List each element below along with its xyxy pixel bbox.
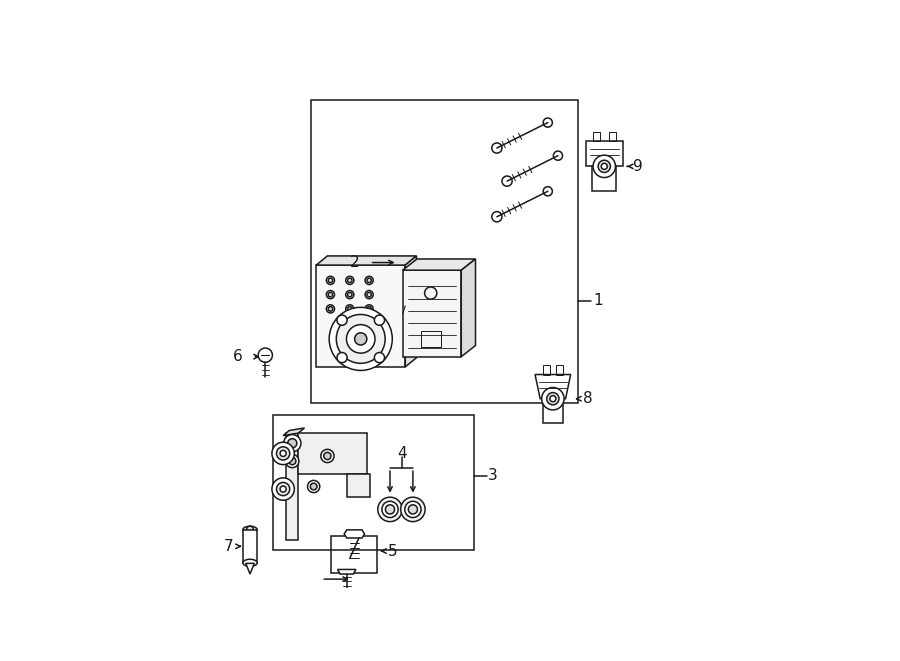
Circle shape bbox=[328, 292, 333, 297]
Circle shape bbox=[550, 396, 556, 402]
Circle shape bbox=[347, 278, 352, 283]
Circle shape bbox=[276, 483, 290, 496]
Circle shape bbox=[285, 454, 299, 468]
Circle shape bbox=[284, 434, 301, 452]
Polygon shape bbox=[592, 167, 617, 191]
Circle shape bbox=[276, 447, 290, 460]
Circle shape bbox=[327, 276, 335, 284]
Polygon shape bbox=[246, 563, 255, 574]
Circle shape bbox=[544, 118, 553, 127]
Text: 7: 7 bbox=[224, 539, 234, 554]
Circle shape bbox=[355, 332, 367, 345]
Circle shape bbox=[367, 278, 372, 283]
Circle shape bbox=[367, 292, 372, 297]
Circle shape bbox=[280, 450, 286, 457]
Text: 9: 9 bbox=[634, 159, 643, 174]
Text: 2: 2 bbox=[350, 255, 359, 270]
Circle shape bbox=[328, 307, 333, 311]
Polygon shape bbox=[316, 256, 417, 265]
Circle shape bbox=[346, 325, 375, 353]
Circle shape bbox=[367, 307, 372, 311]
Circle shape bbox=[346, 276, 354, 284]
Circle shape bbox=[347, 307, 352, 311]
Circle shape bbox=[365, 276, 374, 284]
Circle shape bbox=[289, 457, 296, 465]
Polygon shape bbox=[243, 529, 257, 563]
Circle shape bbox=[554, 151, 562, 160]
Circle shape bbox=[327, 291, 335, 299]
Text: 4: 4 bbox=[397, 446, 407, 461]
Text: 6: 6 bbox=[232, 349, 242, 364]
Polygon shape bbox=[402, 259, 475, 270]
Circle shape bbox=[400, 497, 425, 522]
Circle shape bbox=[374, 352, 384, 363]
Circle shape bbox=[320, 449, 334, 463]
Circle shape bbox=[601, 163, 608, 169]
Ellipse shape bbox=[243, 526, 257, 533]
Circle shape bbox=[288, 439, 297, 447]
Text: 8: 8 bbox=[583, 391, 593, 407]
Circle shape bbox=[598, 160, 610, 173]
Text: 5: 5 bbox=[387, 543, 397, 559]
Bar bbox=[609, 132, 616, 141]
Circle shape bbox=[542, 387, 564, 410]
Polygon shape bbox=[543, 399, 563, 423]
Circle shape bbox=[337, 315, 347, 325]
Circle shape bbox=[310, 483, 317, 490]
Polygon shape bbox=[285, 433, 299, 540]
Circle shape bbox=[346, 305, 354, 313]
Circle shape bbox=[378, 497, 402, 522]
Bar bbox=[331, 536, 377, 573]
Bar bbox=[273, 415, 474, 550]
Circle shape bbox=[308, 481, 320, 492]
Circle shape bbox=[347, 292, 352, 297]
Circle shape bbox=[365, 291, 374, 299]
Circle shape bbox=[337, 315, 385, 364]
Circle shape bbox=[374, 315, 384, 325]
Text: 1: 1 bbox=[594, 293, 603, 308]
Circle shape bbox=[329, 307, 392, 370]
Polygon shape bbox=[586, 141, 623, 167]
Bar bbox=[311, 100, 579, 403]
Circle shape bbox=[272, 478, 294, 500]
Circle shape bbox=[502, 176, 512, 186]
Polygon shape bbox=[338, 570, 356, 574]
Circle shape bbox=[280, 486, 286, 492]
Polygon shape bbox=[316, 265, 405, 367]
Circle shape bbox=[544, 186, 553, 196]
Circle shape bbox=[337, 352, 347, 363]
Bar bbox=[592, 132, 599, 141]
Circle shape bbox=[247, 526, 254, 533]
Circle shape bbox=[382, 501, 398, 518]
Circle shape bbox=[328, 278, 333, 283]
Polygon shape bbox=[405, 256, 417, 367]
Ellipse shape bbox=[243, 559, 257, 566]
Circle shape bbox=[365, 305, 374, 313]
Polygon shape bbox=[462, 259, 475, 357]
Bar bbox=[420, 331, 441, 346]
Circle shape bbox=[385, 505, 394, 514]
Polygon shape bbox=[402, 270, 462, 357]
Circle shape bbox=[491, 143, 502, 153]
Circle shape bbox=[491, 212, 502, 222]
Circle shape bbox=[324, 452, 331, 459]
Circle shape bbox=[405, 501, 421, 518]
Circle shape bbox=[272, 442, 294, 465]
Polygon shape bbox=[536, 375, 571, 399]
Text: 3: 3 bbox=[488, 469, 498, 483]
Circle shape bbox=[409, 505, 418, 514]
Circle shape bbox=[547, 393, 559, 405]
Polygon shape bbox=[346, 474, 370, 496]
Circle shape bbox=[593, 155, 616, 178]
Polygon shape bbox=[344, 530, 364, 538]
Polygon shape bbox=[299, 433, 367, 474]
Polygon shape bbox=[284, 428, 304, 436]
Circle shape bbox=[327, 305, 335, 313]
Circle shape bbox=[258, 348, 273, 362]
Bar bbox=[543, 366, 550, 375]
Circle shape bbox=[346, 291, 354, 299]
Bar bbox=[556, 366, 563, 375]
